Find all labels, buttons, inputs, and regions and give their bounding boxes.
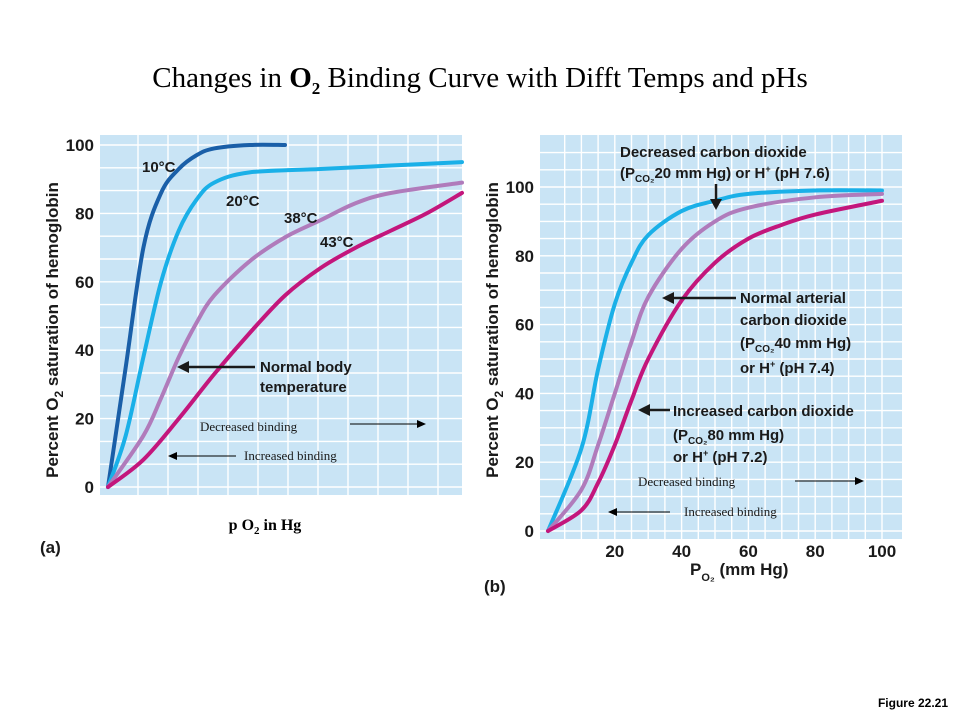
panel-b: 0 20 40 60 80 100 20 40 60 80 100 Percent O2 satu… — [483, 135, 902, 596]
normal-co2-line1: Normal arterial — [740, 290, 846, 307]
normal-co2-line3: (PCO₂40 mm Hg) — [740, 335, 851, 355]
panel-b-increased-arrowhead — [608, 508, 617, 516]
panel-b-y-tick-label: 20 — [515, 453, 534, 472]
normal-body-arrowhead — [177, 361, 189, 373]
panel-b-plot-area — [540, 135, 902, 539]
normal-co2-arrowhead — [662, 292, 674, 304]
panel-a-x-axis-label: p O2 in Hg — [229, 517, 302, 537]
curve-increased-co2 — [546, 198, 884, 533]
panel-b-x-tick-label: 60 — [739, 542, 758, 561]
panel-b-y-tick-label: 60 — [515, 316, 534, 335]
increased-co2-line1: Increased carbon dioxide — [673, 403, 854, 420]
panel-b-y-tick-label: 80 — [515, 247, 534, 266]
panel-b-y-ticks: 0 20 40 60 80 100 — [506, 178, 534, 541]
panel-a-y-tick-label: 100 — [66, 136, 94, 155]
label-20c: 20°C — [226, 193, 260, 210]
panel-a-increased-binding: Increased binding — [244, 448, 337, 463]
panel-b-decreased-binding: Decreased binding — [638, 474, 736, 489]
curve-43c — [106, 190, 464, 489]
panel-a-y-tick-label: 80 — [75, 204, 94, 223]
normal-body-label-line1: Normal body — [260, 359, 352, 376]
panel-b-y-axis-label: Percent O2 saturation of hemoglobin — [483, 182, 506, 478]
panel-b-increased-binding: Increased binding — [684, 504, 777, 519]
panel-b-x-tick-label: 40 — [672, 542, 691, 561]
increased-co2-line3: or H+ (pH 7.2) — [673, 448, 767, 466]
curve-20c — [106, 160, 464, 489]
normal-co2-line2: carbon dioxide — [740, 312, 847, 329]
panel-a-grid — [100, 135, 462, 495]
panel-a-y-tick-label: 60 — [75, 273, 94, 292]
curve-10c — [106, 142, 287, 489]
panel-b-decreased-arrowhead — [855, 477, 864, 485]
normal-body-label-line2: temperature — [260, 379, 347, 396]
increased-co2-arrowhead — [638, 404, 650, 416]
decreased-co2-arrowhead — [710, 199, 722, 210]
decreased-co2-line2: (PCO₂20 mm Hg) or H+ (pH 7.6) — [620, 164, 830, 185]
panel-b-y-tick-label: 40 — [515, 384, 534, 403]
panel-b-y-tick-label: 100 — [506, 178, 534, 197]
label-38c: 38°C — [284, 210, 318, 227]
decreased-co2-line1: Decreased carbon dioxide — [620, 144, 807, 161]
panel-a-y-axis-label: Percent O2 saturation of hemoglobin — [43, 182, 66, 478]
curve-decreased-co2 — [546, 188, 884, 533]
panel-b-x-tick-label: 20 — [605, 542, 624, 561]
panel-a-curves — [106, 142, 464, 489]
normal-co2-line4: or H+ (pH 7.4) — [740, 359, 834, 377]
panel-a-decreased-arrowhead — [417, 420, 426, 428]
label-43c: 43°C — [320, 234, 354, 251]
panel-a-y-tick-label: 20 — [75, 410, 94, 429]
panel-b-curves — [546, 188, 884, 533]
panel-b-x-tick-label: 80 — [806, 542, 825, 561]
panel-b-x-ticks: 20 40 60 80 100 — [605, 542, 896, 561]
panel-a-y-tick-label: 40 — [75, 341, 94, 360]
page-title: Changes in O2 Binding Curve with Difft T… — [152, 62, 808, 98]
label-10c: 10°C — [142, 159, 176, 176]
curve-normal-co2 — [546, 191, 884, 533]
panel-a-decreased-binding: Decreased binding — [200, 419, 298, 434]
panel-a-y-tick-label: 0 — [85, 478, 94, 497]
increased-co2-line2: (PCO₂80 mm Hg) — [673, 427, 784, 447]
panel-b-label: (b) — [484, 577, 506, 596]
curve-38c — [106, 180, 464, 489]
panel-b-x-tick-label: 100 — [868, 542, 896, 561]
panel-b-x-axis-label: PO₂ (mm Hg) — [690, 560, 788, 584]
panel-b-y-tick-label: 0 — [525, 522, 534, 541]
panel-a: 0 20 40 60 80 100 Percent O2 saturation of he… — [40, 135, 464, 557]
figure-label: Figure 22.21 — [877, 696, 948, 710]
panel-a-increased-arrowhead — [168, 452, 177, 460]
panel-a-y-ticks: 0 20 40 60 80 100 — [66, 136, 94, 497]
panel-a-label: (a) — [40, 538, 61, 557]
